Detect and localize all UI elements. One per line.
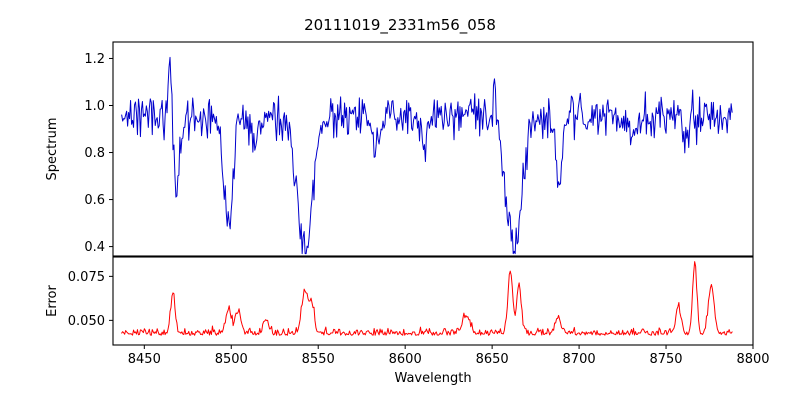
error-ytick-label-1: 0.075: [68, 270, 105, 285]
spectrum-ytick-label-3: 1.0: [84, 99, 105, 114]
spectrum-ytick-label-2: 0.8: [84, 146, 105, 161]
x-tick-label-3: 8600: [389, 352, 422, 367]
data-series-group: [121, 56, 733, 336]
error-yaxis-label: Error: [45, 285, 60, 317]
spectrum-ytick-label-4: 1.2: [84, 52, 105, 67]
spectrum-panel-frame: [112, 41, 754, 257]
x-tick-label-2: 8550: [302, 352, 335, 367]
axis-labels-group: 0.4 0.6 0.8 1.0 1.2 0.050 0.075 8450 8500 8550 860…: [45, 52, 770, 386]
error-panel-frame: [112, 256, 754, 346]
x-tick-label-6: 8750: [649, 352, 682, 367]
x-tick-label-1: 8500: [215, 352, 248, 367]
x-tick-label-5: 8700: [563, 352, 596, 367]
x-tick-label-4: 8650: [476, 352, 509, 367]
spectrum-yaxis-label: Spectrum: [45, 118, 60, 181]
xaxis-label: Wavelength: [394, 371, 471, 386]
spectrum-ytick-label-1: 0.6: [84, 193, 105, 208]
spectrum-ytick-label-0: 0.4: [84, 240, 105, 255]
plot-title: 20111019_2331m56_058: [304, 16, 496, 35]
axes-group: [109, 41, 754, 349]
error-series-line: [121, 261, 733, 336]
error-ytick-label-0: 0.050: [68, 314, 105, 329]
spectrum-series-line: [121, 56, 733, 255]
x-tick-label-0: 8450: [128, 352, 161, 367]
x-tick-label-7: 8800: [736, 352, 769, 367]
